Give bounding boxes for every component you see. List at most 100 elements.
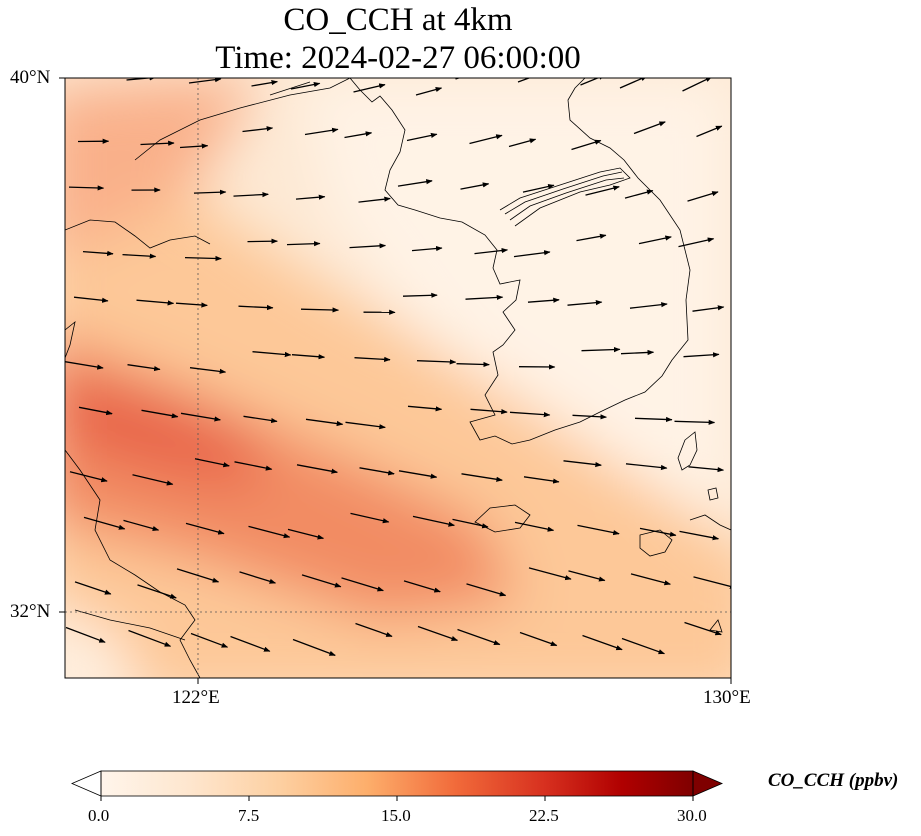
wind-arrow — [508, 138, 537, 148]
wind-arrow — [184, 255, 222, 262]
wind-arrow — [634, 416, 673, 423]
wind-arrow — [291, 354, 326, 360]
wind-arrow — [233, 192, 269, 198]
wind-arrow — [580, 78, 606, 86]
wind-arrow — [230, 635, 271, 652]
wind-arrow — [674, 419, 716, 425]
wind-arrow — [630, 573, 671, 586]
wind-arrow — [65, 361, 104, 370]
co-concentration-field — [65, 78, 731, 678]
wind-arrow — [568, 570, 606, 582]
wind-arrow — [682, 78, 713, 92]
lat-label-bottom: 32°N — [10, 601, 51, 622]
wind-arrow — [523, 476, 560, 484]
wind-arrow — [416, 359, 457, 365]
wind-arrow — [402, 292, 438, 298]
wind-arrow — [688, 466, 725, 473]
colorbar-tick-label: 30.0 — [677, 806, 707, 825]
wind-arrow — [69, 471, 108, 483]
wind-arrow — [74, 581, 112, 595]
wind-arrow — [189, 367, 227, 374]
wind-arrow — [572, 414, 607, 420]
colorbar-extend-max — [692, 770, 724, 797]
wind-arrow — [194, 458, 230, 468]
wind-arrow — [354, 356, 391, 362]
wind-arrow — [234, 461, 273, 471]
colorbar-gradient — [101, 771, 693, 796]
wind-arrow — [239, 571, 277, 584]
gridlines — [65, 78, 731, 678]
wind-arrow — [296, 464, 338, 474]
wind-arrow — [474, 247, 509, 255]
wind-arrow — [629, 302, 668, 309]
lon-label-left: 122°E — [172, 687, 220, 708]
colorbar — [70, 770, 724, 801]
wind-arrow — [137, 584, 177, 599]
wind-arrow — [406, 132, 438, 142]
wind-arrow — [359, 467, 395, 476]
wind-arrow — [581, 346, 621, 353]
wind-arrow — [415, 87, 443, 96]
wind-arrow — [190, 632, 229, 648]
wind-arrow — [527, 297, 560, 303]
wind-arrow — [353, 83, 386, 93]
wind-arrow — [136, 299, 175, 306]
wind-arrow — [514, 521, 555, 532]
wind-arrow — [247, 238, 278, 244]
wind-arrow — [519, 631, 558, 647]
wind-arrow — [349, 243, 387, 249]
wind-arrow — [461, 473, 503, 482]
wind-arrow — [456, 361, 490, 368]
colorbar-label: CO_CCH (ppbv) — [768, 770, 899, 791]
wind-vectors — [65, 78, 731, 657]
wind-arrow — [301, 574, 342, 588]
wind-arrow — [355, 622, 393, 638]
wind-arrow — [625, 463, 668, 471]
wind-arrow — [678, 237, 715, 248]
wind-arrow — [73, 296, 109, 303]
wind-arrow — [179, 143, 209, 149]
wind-arrow — [403, 580, 441, 593]
wind-arrow — [140, 140, 175, 146]
wind-arrow — [350, 512, 390, 524]
wind-arrow — [286, 241, 321, 247]
wind-arrow — [287, 528, 325, 540]
wind-arrow — [185, 522, 225, 535]
wind-arrow — [193, 189, 227, 195]
wind-arrow — [83, 516, 126, 530]
wind-arrow — [585, 185, 620, 196]
wind-arrow — [398, 470, 438, 479]
wind-arrow — [696, 125, 723, 138]
wind-arrow — [344, 131, 373, 139]
wind-arrow — [252, 351, 292, 358]
wind-arrow — [684, 621, 722, 636]
wind-arrow — [82, 250, 114, 256]
wind-arrow — [407, 405, 443, 412]
wind-arrow — [624, 189, 654, 199]
wind-arrow — [513, 250, 551, 258]
wind-arrow — [123, 519, 160, 532]
wind-arrow — [528, 567, 572, 581]
wind-arrow — [397, 179, 433, 187]
wind-arrow — [238, 304, 274, 311]
wind-arrow — [122, 253, 157, 259]
wind-arrow — [687, 191, 719, 202]
wind-arrow — [176, 568, 220, 583]
wind-arrow — [305, 418, 344, 427]
wind-arrow — [127, 364, 161, 372]
wind-arrow — [452, 518, 489, 529]
wind-arrow — [639, 527, 677, 537]
wind-arrow — [295, 194, 326, 200]
wind-arrow — [465, 294, 504, 301]
wind-arrow — [460, 182, 490, 190]
colorbar-tick-label: 15.0 — [381, 806, 411, 825]
wind-arrow — [466, 583, 507, 597]
axis-ticks — [59, 77, 732, 684]
wind-arrow — [692, 305, 725, 312]
map-subtitle-time: Time: 2024-02-27 06:00:00 — [215, 40, 581, 76]
wind-arrow — [457, 628, 501, 646]
wind-arrow — [175, 302, 208, 308]
wind-arrow — [621, 637, 666, 655]
wind-arrow — [522, 184, 555, 193]
wind-arrow — [567, 300, 603, 306]
